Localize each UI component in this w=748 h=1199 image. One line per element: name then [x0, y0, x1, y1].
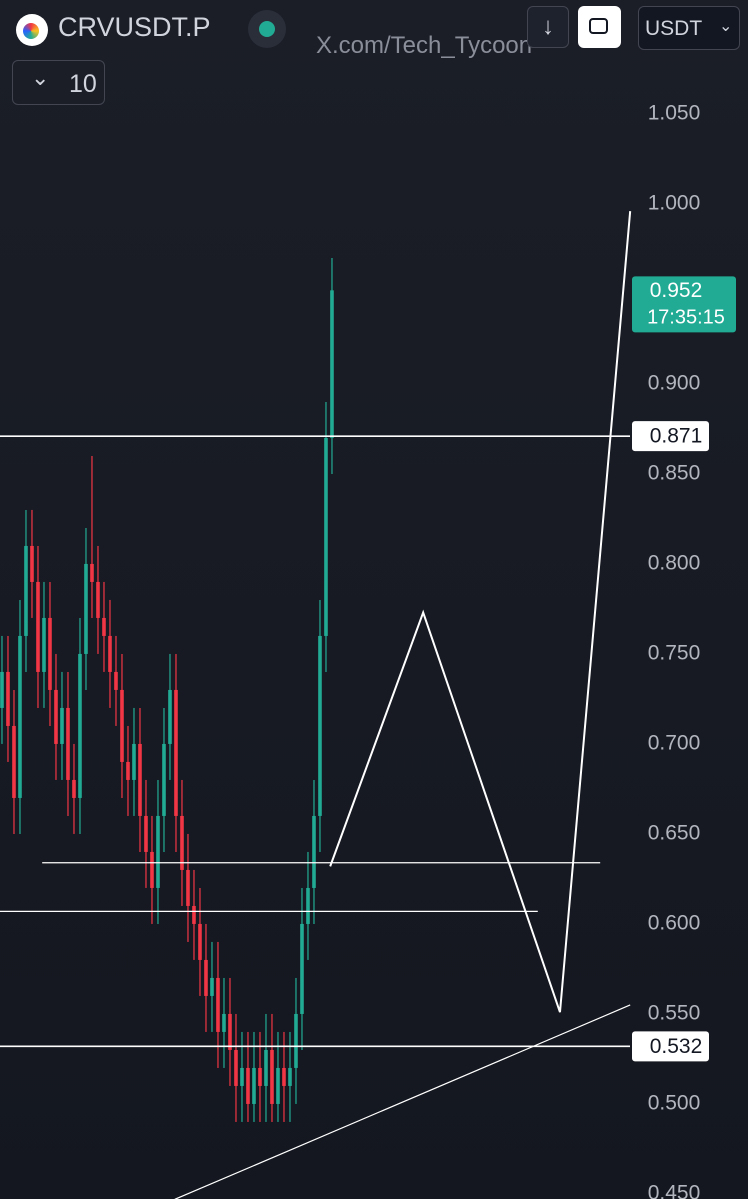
candle-body: [228, 1013, 232, 1050]
status-dot: [259, 21, 275, 37]
candle-body: [102, 617, 106, 636]
candle-body: [132, 743, 136, 780]
candle-body: [30, 545, 34, 582]
candle-body: [60, 707, 64, 744]
y-tick-label: 0.450: [648, 1182, 701, 1199]
candle-body: [306, 887, 310, 924]
scroll-down-button[interactable]: ↓: [527, 6, 569, 48]
candle-body: [186, 869, 190, 906]
candle-body: [324, 437, 328, 636]
last-price: 0.952: [650, 279, 703, 302]
y-tick-label: 0.650: [648, 822, 701, 845]
candle-body: [150, 851, 154, 888]
candle-body: [330, 290, 334, 438]
candle-body: [156, 815, 160, 888]
countdown: 17:35:15: [647, 307, 725, 329]
candle-body: [126, 761, 130, 780]
candle-body: [162, 743, 166, 816]
candle-body: [270, 1049, 274, 1104]
candle-body: [138, 743, 142, 816]
candle-body: [36, 581, 40, 672]
candle-body: [198, 923, 202, 960]
coin-icon: [16, 14, 48, 46]
candle-body: [252, 1067, 256, 1104]
y-tick-label: 0.500: [648, 1092, 701, 1115]
candle-body: [174, 689, 178, 816]
price-label-box: [632, 1031, 709, 1062]
y-tick-label: 0.800: [648, 551, 701, 574]
candle-body: [318, 635, 322, 816]
candle-body: [144, 815, 148, 852]
candle-body: [222, 1013, 226, 1032]
y-tick-label: 1.050: [648, 101, 701, 124]
candle-body: [312, 815, 316, 888]
candle-body: [24, 545, 28, 636]
candle-body: [258, 1067, 262, 1086]
candle-body: [66, 707, 70, 780]
candle-body: [210, 977, 214, 996]
candle-body: [180, 815, 184, 870]
candle-body: [18, 635, 22, 798]
candle-body: [84, 563, 88, 654]
candle-body: [300, 923, 304, 1014]
candle-body: [48, 617, 52, 690]
candle-body: [42, 617, 46, 672]
candle-body: [96, 581, 100, 618]
candle-body: [12, 725, 16, 798]
chevron: ⌄: [719, 18, 733, 35]
coin-logo: [23, 23, 39, 39]
currency-select[interactable]: USDT ⌄: [638, 6, 740, 50]
candle-body: [108, 635, 112, 672]
candle-body: [282, 1067, 286, 1086]
candle-body: [276, 1067, 280, 1104]
candle-body: [240, 1067, 244, 1086]
candle-body: [0, 671, 4, 708]
y-tick-label: 0.700: [648, 731, 701, 754]
y-tick-label: 0.750: [648, 641, 701, 664]
y-tick-label: 0.550: [648, 1002, 701, 1025]
candle-body: [168, 689, 172, 744]
candle-body: [288, 1067, 292, 1086]
candle-body: [72, 779, 76, 798]
y-tick-label: 0.600: [648, 912, 701, 935]
chevron: ⌄: [31, 65, 50, 90]
candle-body: [234, 1049, 238, 1086]
status-indicator: [248, 10, 286, 48]
price-label: 0.871: [650, 425, 703, 448]
price-label-box: [632, 421, 709, 452]
fullscreen-icon: [589, 18, 608, 34]
candle-body: [216, 977, 220, 1032]
symbol[interactable]: CRVUSDT.P: [58, 12, 211, 42]
candle-body: [54, 689, 58, 744]
candle-body: [114, 671, 118, 690]
candle-body: [78, 653, 82, 798]
interval-select[interactable]: ⌄ 10: [12, 60, 105, 105]
y-tick-label: 0.850: [648, 461, 701, 484]
trend-drawing: [174, 1004, 631, 1199]
watermark: X.com/Tech_Tycoon: [316, 32, 533, 59]
candle-body: [294, 1013, 298, 1068]
y-tick-label: 0.900: [648, 371, 701, 394]
candle-body: [90, 563, 94, 582]
candle-body: [264, 1049, 268, 1086]
candle-body: [246, 1067, 250, 1104]
price-label: 0.532: [650, 1035, 703, 1058]
currency: USDT: [645, 17, 703, 40]
interval: 10: [69, 70, 97, 98]
trend-drawing: [329, 211, 632, 1013]
candle-body: [192, 905, 196, 924]
candle-body: [6, 671, 10, 726]
y-tick-label: 1.000: [648, 191, 701, 214]
candle-body: [204, 959, 208, 996]
fullscreen-button[interactable]: [578, 6, 621, 48]
candle-body: [120, 689, 124, 762]
last-price-box: [632, 276, 736, 333]
